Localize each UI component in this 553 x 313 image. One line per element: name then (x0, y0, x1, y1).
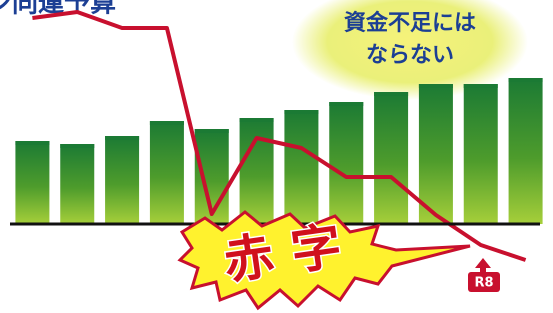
bar (329, 102, 363, 224)
bar-top (240, 118, 274, 122)
bar-top (105, 136, 139, 140)
bar-top (15, 141, 49, 145)
bar (509, 78, 543, 224)
callout-text: ならない (366, 43, 454, 68)
bar-top (329, 102, 363, 106)
bar-top (284, 110, 318, 114)
bar-top (195, 129, 229, 133)
bar-top (464, 84, 498, 88)
bar (464, 84, 498, 224)
chart: ン同運予算 資金不足には ならない 赤字 R8 (0, 0, 553, 313)
bar-top (150, 121, 184, 125)
bar (240, 118, 274, 224)
marker-arrow (475, 258, 491, 272)
marker-label: R8 (474, 276, 493, 291)
bar (60, 144, 94, 224)
callout-text: 資金不足には (344, 10, 476, 36)
bar (15, 141, 49, 224)
bar (105, 136, 139, 224)
bar-top (60, 144, 94, 148)
bar-top (419, 84, 453, 88)
bar (374, 92, 408, 224)
bar (284, 110, 318, 224)
bar-top (509, 78, 543, 82)
bar (150, 121, 184, 224)
bar-top (374, 92, 408, 96)
